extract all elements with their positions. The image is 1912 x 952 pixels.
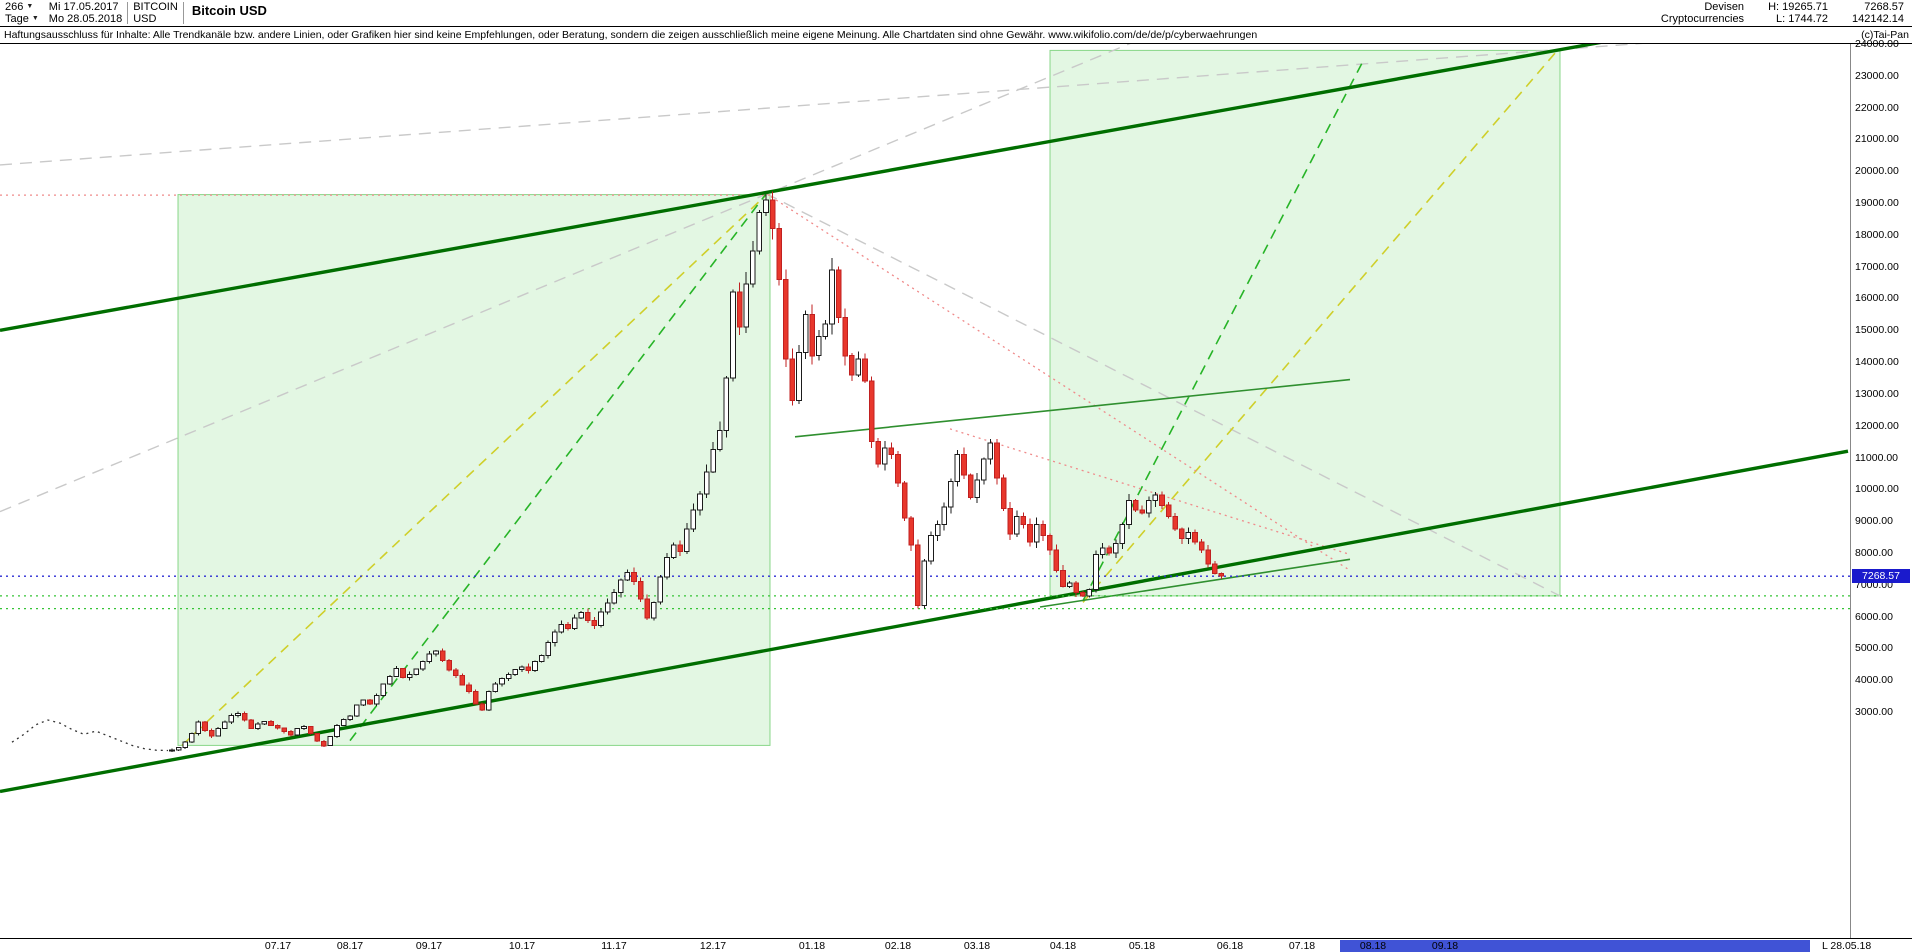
date-axis-label: 02.18 — [884, 940, 912, 952]
divider — [182, 2, 184, 24]
price-axis-label: 19000.00 — [1855, 197, 1899, 210]
chart-title: Bitcoin USD — [191, 3, 267, 18]
date-to: Mo 28.05.2018 — [48, 13, 123, 25]
period-high-value: H: 19265.71 — [1768, 1, 1828, 13]
date-axis-label: 06.18 — [1216, 940, 1244, 952]
date-axis-label: 03.18 — [963, 940, 991, 952]
bars-count-dropdown[interactable]: 266 ▼ — [5, 1, 39, 13]
bars-count-value: 266 — [5, 1, 24, 13]
price-chart[interactable] — [0, 44, 1850, 938]
price-axis-label: 16000.00 — [1855, 292, 1899, 305]
date-axis-label: 08.17 — [336, 940, 364, 952]
date-axis-label: 05.18 — [1128, 940, 1156, 952]
last-date-label: L 28.05.18 — [1822, 940, 1872, 952]
disclaimer-bar: Haftungsausschluss für Inhalte: Alle Tre… — [0, 27, 1912, 44]
header-last-price: 7268.57 — [1864, 1, 1904, 13]
price-axis-label: 12000.00 — [1855, 419, 1899, 432]
last-price-tag: 7268.57 — [1852, 569, 1910, 584]
price-axis-label: 21000.00 — [1855, 133, 1899, 146]
highlight-boxes-layer — [177, 49, 1561, 746]
price-axis-label: 11000.00 — [1855, 451, 1899, 464]
chevron-down-icon: ▼ — [26, 3, 34, 10]
price-axis-label: 15000.00 — [1855, 324, 1899, 337]
disclaimer-text: Haftungsausschluss für Inhalte: Alle Tre… — [4, 29, 1258, 41]
symbol-code-line2: USD — [133, 13, 157, 25]
price-axis-label: 17000.00 — [1855, 260, 1899, 273]
price-axis-label: 10000.00 — [1855, 483, 1899, 496]
chart-toolbar: 266 ▼ Tage ▼ Mi 17.05.2017 Mo 28.05.2018 B… — [0, 0, 1912, 27]
date-axis-label: 07.18 — [1288, 940, 1316, 952]
period-value: Tage — [5, 13, 29, 25]
price-axis-label: 3000.00 — [1855, 706, 1893, 718]
category-line1: Devisen — [1704, 1, 1745, 13]
price-axis-label: 9000.00 — [1855, 515, 1893, 528]
price-axis-label: 22000.00 — [1855, 101, 1899, 114]
date-from: Mi 17.05.2017 — [48, 1, 119, 13]
period-dropdown[interactable]: Tage ▼ — [5, 13, 39, 25]
date-axis-label: 07.17 — [264, 940, 292, 952]
date-axis-label: 08.18 — [1359, 940, 1387, 952]
chevron-down-icon: ▼ — [31, 15, 39, 22]
period-low-value: L: 1744.72 — [1776, 13, 1828, 25]
price-axis-label: 20000.00 — [1855, 165, 1899, 178]
pre-period-line — [11, 719, 169, 752]
price-axis-label: 18000.00 — [1855, 228, 1899, 241]
candlestick-layer — [169, 191, 1225, 752]
date-axis-label: 04.18 — [1049, 940, 1077, 952]
copyright-label: (c)Tai-Pan — [1861, 29, 1909, 41]
price-axis-label: 14000.00 — [1855, 356, 1899, 369]
date-axis-label: 12.17 — [699, 940, 727, 952]
chart-plot-area — [0, 44, 1850, 938]
symbol-code-line1: BITCOIN — [133, 1, 178, 13]
date-axis-label: 11.17 — [601, 940, 627, 952]
price-axis-label: 7000.00 — [1855, 578, 1893, 591]
price-axis-label: 8000.00 — [1855, 546, 1893, 559]
category-line2: Cryptocurrencies — [1660, 13, 1745, 25]
divider — [127, 2, 129, 24]
price-axis: 7268.57 24000.00 23000.00 22000.00 21000.00… — [1850, 39, 1912, 938]
price-axis-label: 4000.00 — [1855, 674, 1893, 687]
header-turnover: 142142.14 — [1852, 13, 1904, 25]
date-axis-label: 10.17 — [508, 940, 536, 952]
price-axis-label: 5000.00 — [1855, 642, 1893, 655]
price-axis-label: 24000.00 — [1855, 38, 1899, 50]
date-axis-label: 09.17 — [415, 940, 443, 952]
date-axis[interactable]: L 28.05.18 07.17 08.17 09.17 10.17 11.17 12.1… — [0, 938, 1912, 952]
scrollbar-thumb[interactable] — [1340, 940, 1810, 952]
price-axis-label: 23000.00 — [1855, 69, 1899, 82]
price-axis-label: 13000.00 — [1855, 387, 1899, 400]
price-axis-label: 6000.00 — [1855, 610, 1893, 623]
date-axis-label: 09.18 — [1431, 940, 1459, 952]
date-axis-label: 01.18 — [798, 940, 826, 952]
